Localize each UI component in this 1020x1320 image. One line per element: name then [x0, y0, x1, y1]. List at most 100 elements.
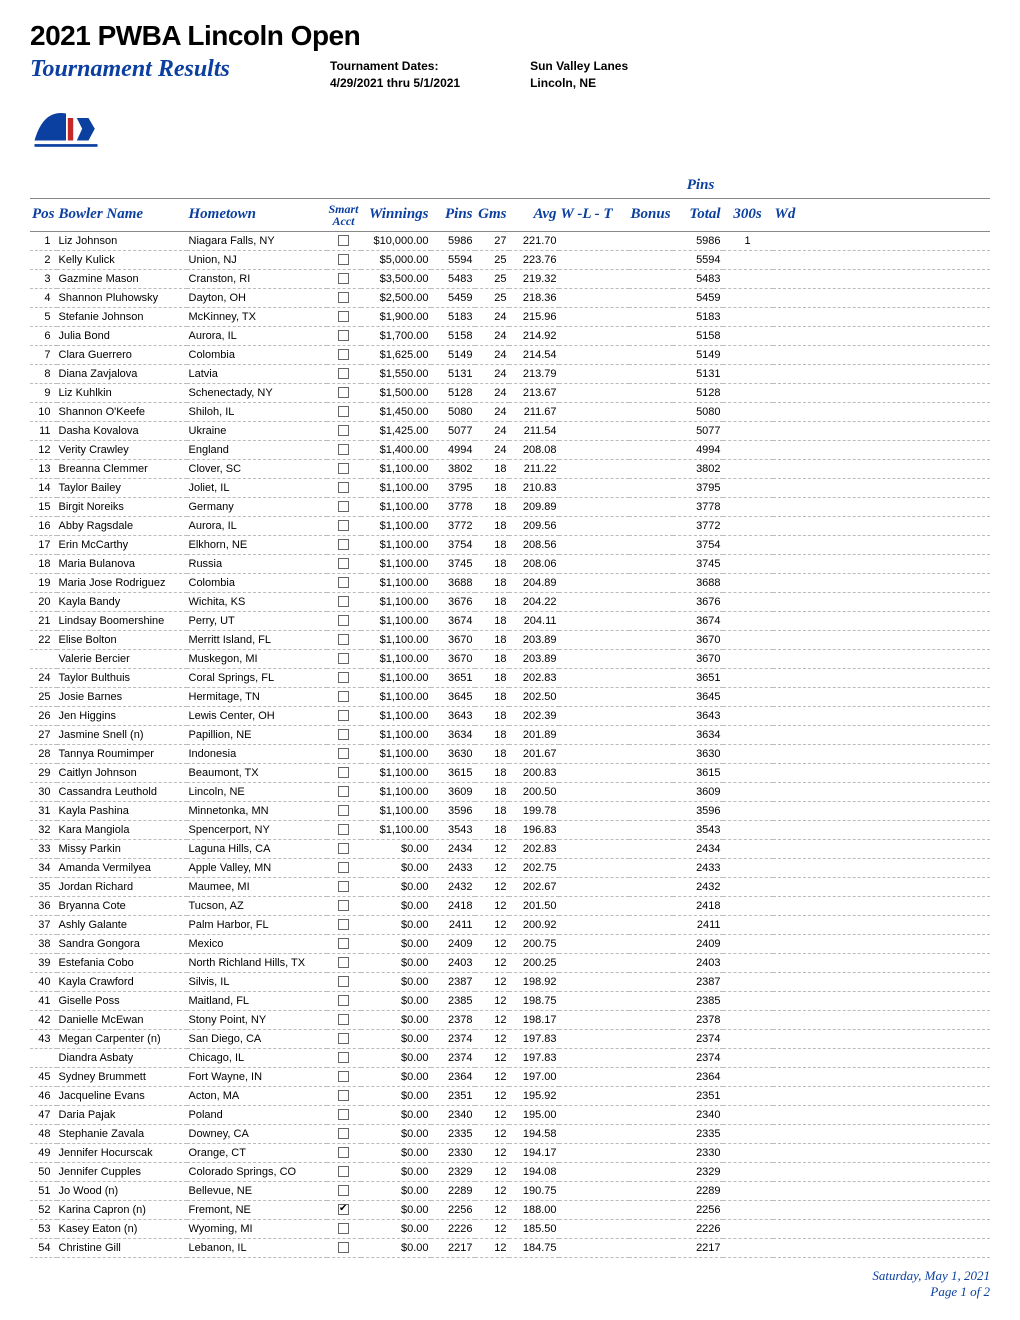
cell-pos: 9	[30, 383, 57, 402]
cell-pins: 5183	[431, 307, 475, 326]
cell-wd	[773, 820, 990, 839]
cell-total: 3754	[673, 535, 723, 554]
cell-gms: 18	[475, 649, 509, 668]
cell-pos	[30, 649, 57, 668]
cell-wd	[773, 839, 990, 858]
cell-pos: 34	[30, 858, 57, 877]
cell-total: 2374	[673, 1029, 723, 1048]
cell-gms: 12	[475, 1143, 509, 1162]
cell-smart	[327, 421, 361, 440]
cell-pos: 15	[30, 497, 57, 516]
cell-bowler: Diana Zavjalova	[57, 364, 187, 383]
cell-pos: 12	[30, 440, 57, 459]
cell-bowler: Kayla Pashina	[57, 801, 187, 820]
checkbox-icon	[338, 501, 349, 512]
cell-hometown: Mexico	[187, 934, 327, 953]
cell-total: 2409	[673, 934, 723, 953]
cell-hometown: Minnetonka, MN	[187, 801, 327, 820]
cell-total: 2418	[673, 896, 723, 915]
cell-avg: 223.76	[509, 250, 559, 269]
cell-wlt	[559, 877, 629, 896]
cell-wlt	[559, 801, 629, 820]
cell-bowler: Amanda Vermilyea	[57, 858, 187, 877]
cell-pins: 2217	[431, 1238, 475, 1257]
cell-wd	[773, 1010, 990, 1029]
cell-pos: 51	[30, 1181, 57, 1200]
table-row: 43Megan Carpenter (n)San Diego, CA$0.002…	[30, 1029, 990, 1048]
cell-pos: 1	[30, 231, 57, 250]
cell-total: 2432	[673, 877, 723, 896]
checkbox-icon	[338, 539, 349, 550]
cell-avg: 200.92	[509, 915, 559, 934]
cell-bonus	[629, 535, 673, 554]
cell-wd	[773, 1181, 990, 1200]
checkbox-icon	[338, 615, 349, 626]
cell-total: 3795	[673, 478, 723, 497]
cell-pos: 28	[30, 744, 57, 763]
table-row: 3Gazmine MasonCranston, RI$3,500.0054832…	[30, 269, 990, 288]
table-row: 5Stefanie JohnsonMcKinney, TX$1,900.0051…	[30, 307, 990, 326]
cell-bowler: Dasha Kovalova	[57, 421, 187, 440]
table-row: 7Clara GuerreroColombia$1,625.0051492421…	[30, 345, 990, 364]
dates-value: 4/29/2021 thru 5/1/2021	[330, 75, 460, 92]
cell-avg: 195.92	[509, 1086, 559, 1105]
cell-bonus	[629, 231, 673, 250]
cell-winnings: $1,100.00	[361, 573, 431, 592]
checkbox-icon	[338, 1052, 349, 1063]
cell-smart	[327, 744, 361, 763]
col-header-gms: Gms	[475, 198, 509, 231]
cell-wd	[773, 573, 990, 592]
cell-total: 2351	[673, 1086, 723, 1105]
cell-winnings: $1,100.00	[361, 763, 431, 782]
cell-wlt	[559, 1181, 629, 1200]
table-row: 10Shannon O'KeefeShiloh, IL$1,450.005080…	[30, 402, 990, 421]
cell-bowler: Jacqueline Evans	[57, 1086, 187, 1105]
cell-winnings: $0.00	[361, 1238, 431, 1257]
cell-hometown: Clover, SC	[187, 459, 327, 478]
cell-bowler: Maria Bulanova	[57, 554, 187, 573]
cell-threes	[723, 1010, 773, 1029]
cell-gms: 18	[475, 763, 509, 782]
cell-wlt	[559, 421, 629, 440]
cell-gms: 18	[475, 535, 509, 554]
cell-pos: 2	[30, 250, 57, 269]
cell-bowler: Sydney Brummett	[57, 1067, 187, 1086]
cell-winnings: $1,100.00	[361, 801, 431, 820]
cell-hometown: Silvis, IL	[187, 972, 327, 991]
cell-smart	[327, 1086, 361, 1105]
cell-bonus	[629, 554, 673, 573]
cell-gms: 24	[475, 383, 509, 402]
checkbox-icon	[338, 729, 349, 740]
cell-pos: 30	[30, 782, 57, 801]
cell-pins: 2374	[431, 1029, 475, 1048]
cell-smart	[327, 1162, 361, 1181]
cell-wd	[773, 668, 990, 687]
cell-avg: 202.75	[509, 858, 559, 877]
cell-threes	[723, 934, 773, 953]
cell-wd	[773, 535, 990, 554]
cell-bonus	[629, 440, 673, 459]
checkbox-icon	[338, 1033, 349, 1044]
checkbox-icon	[338, 691, 349, 702]
cell-wlt	[559, 1105, 629, 1124]
cell-bowler: Kayla Bandy	[57, 592, 187, 611]
cell-gms: 18	[475, 820, 509, 839]
cell-bowler: Taylor Bailey	[57, 478, 187, 497]
cell-smart	[327, 611, 361, 630]
cell-pos: 27	[30, 725, 57, 744]
cell-hometown: Indonesia	[187, 744, 327, 763]
cell-pos: 22	[30, 630, 57, 649]
table-row: 51Jo Wood (n)Bellevue, NE$0.00228912190.…	[30, 1181, 990, 1200]
cell-pins: 5149	[431, 345, 475, 364]
cell-avg: 201.50	[509, 896, 559, 915]
cell-pins: 2330	[431, 1143, 475, 1162]
cell-wlt	[559, 820, 629, 839]
cell-winnings: $0.00	[361, 858, 431, 877]
cell-bowler: Erin McCarthy	[57, 535, 187, 554]
cell-bowler: Diandra Asbaty	[57, 1048, 187, 1067]
cell-bonus	[629, 478, 673, 497]
cell-pins: 3645	[431, 687, 475, 706]
cell-bonus	[629, 1162, 673, 1181]
checkbox-icon	[338, 1147, 349, 1158]
cell-wlt	[559, 459, 629, 478]
